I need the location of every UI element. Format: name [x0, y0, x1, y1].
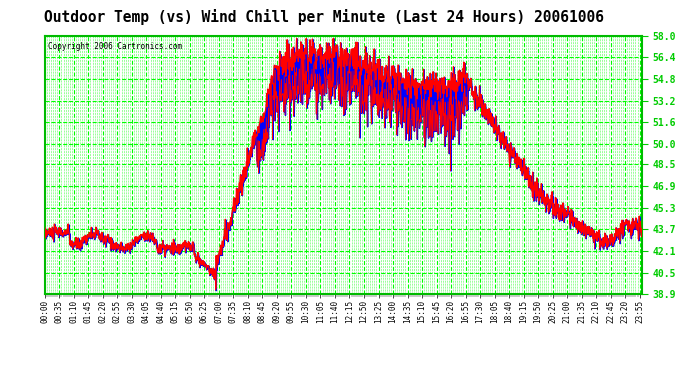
Text: Outdoor Temp (vs) Wind Chill per Minute (Last 24 Hours) 20061006: Outdoor Temp (vs) Wind Chill per Minute … — [44, 9, 604, 26]
Text: Copyright 2006 Cartronics.com: Copyright 2006 Cartronics.com — [48, 42, 182, 51]
